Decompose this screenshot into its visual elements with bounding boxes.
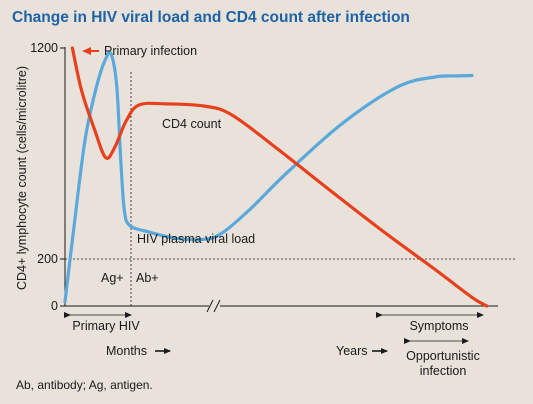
years-label: Years [336, 344, 368, 358]
y-tick-label-1200: 1200 [30, 41, 58, 55]
symptoms-label: Symptoms [409, 319, 468, 333]
primary-hiv-label: Primary HIV [72, 319, 140, 333]
viral-load-series-label: HIV plasma viral load [137, 232, 255, 246]
ag-label: Ag+ [101, 271, 124, 285]
y-tick-label-0: 0 [51, 299, 58, 313]
footnote: Ab, antibody; Ag, antigen. [16, 378, 153, 392]
chart-title: Change in HIV viral load and CD4 count a… [12, 9, 410, 26]
y-axis-label: CD4+ lymphocyte count (cells/microlitre) [15, 66, 29, 290]
cd4-series-label: CD4 count [162, 117, 222, 131]
opportunistic-infection-label-line-2: infection [420, 364, 467, 378]
months-label: Months [106, 344, 147, 358]
ab-label: Ab+ [136, 271, 159, 285]
series-line-viral-load [63, 50, 474, 304]
primary-infection-label: Primary infection [104, 44, 197, 58]
opportunistic-infection-label: Opportunistic infection [406, 349, 480, 378]
opportunistic-infection-label-line-1: Opportunistic [406, 349, 480, 363]
axis-break-icon [206, 299, 221, 313]
y-tick-label-200: 200 [37, 252, 58, 266]
series-line-cd4 [70, 46, 489, 308]
